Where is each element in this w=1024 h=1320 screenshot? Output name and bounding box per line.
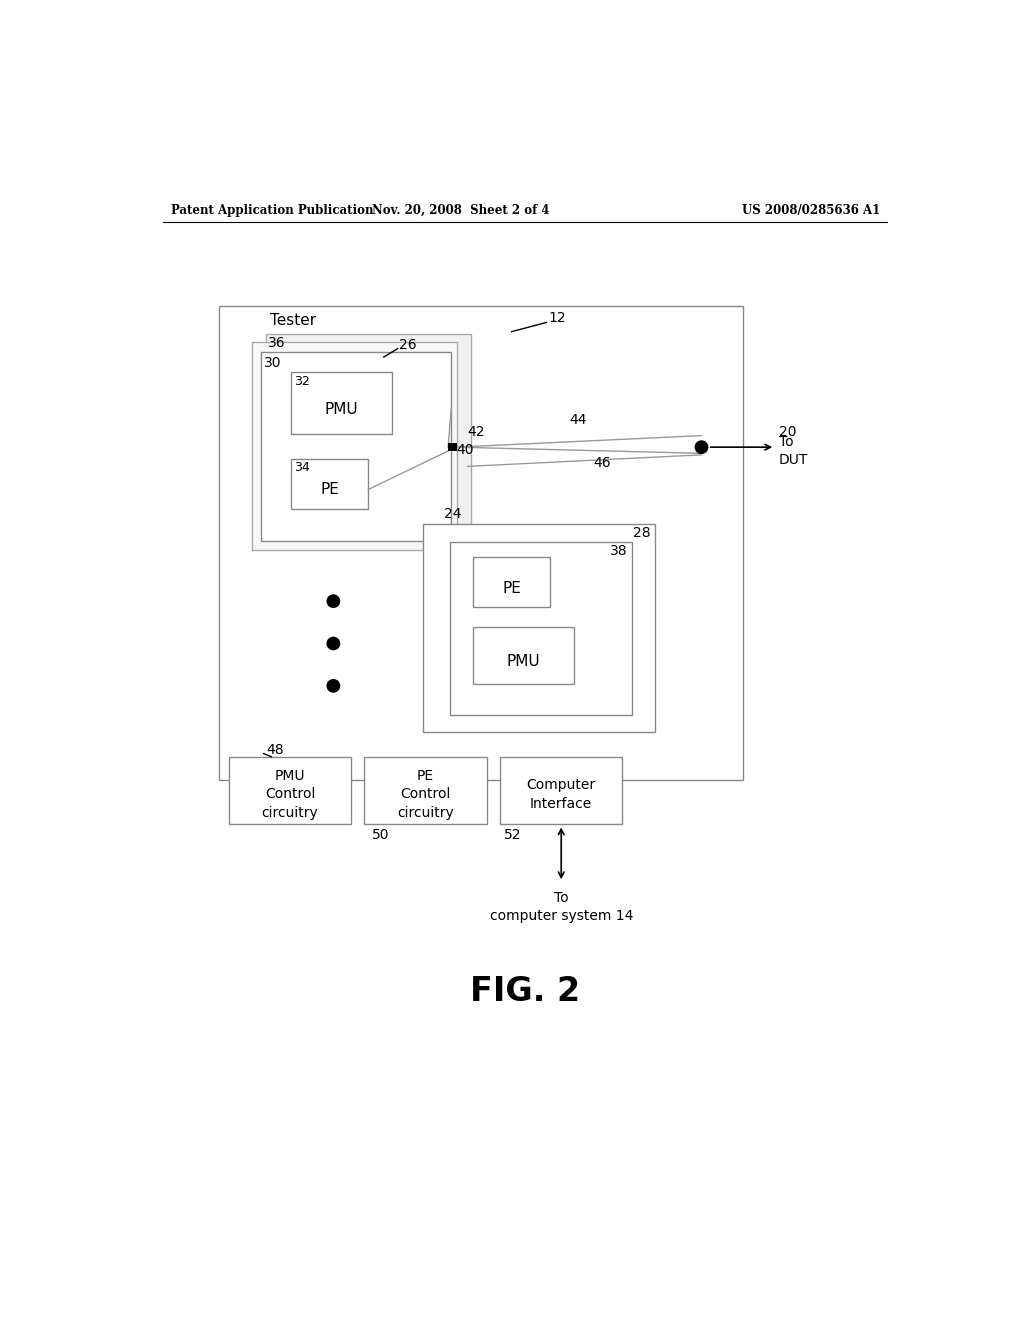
Bar (252, 342, 458, 549)
Text: 12: 12 (549, 310, 566, 325)
Text: 20: 20 (779, 425, 797, 438)
Circle shape (328, 638, 340, 649)
Text: PMU: PMU (507, 653, 540, 669)
Text: 24: 24 (444, 507, 462, 521)
Text: Nov. 20, 2008  Sheet 2 of 4: Nov. 20, 2008 Sheet 2 of 4 (373, 205, 550, 218)
Bar (423, 524, 655, 733)
Text: PE
Control
circuitry: PE Control circuitry (397, 770, 454, 820)
Text: 34: 34 (294, 462, 309, 474)
Bar (500, 756, 623, 825)
Text: PE: PE (321, 482, 339, 498)
Bar (219, 306, 742, 780)
Bar (266, 334, 471, 543)
Text: To
computer system 14: To computer system 14 (489, 891, 633, 923)
Bar (228, 756, 351, 825)
Circle shape (695, 441, 708, 453)
Text: Patent Application Publication: Patent Application Publication (171, 205, 373, 218)
Text: To
DUT: To DUT (779, 436, 808, 467)
Text: 28: 28 (634, 527, 651, 540)
Bar (473, 557, 550, 607)
Text: US 2008/0285636 A1: US 2008/0285636 A1 (741, 205, 880, 218)
Bar (261, 352, 452, 541)
Text: 30: 30 (264, 356, 282, 370)
Text: PMU
Control
circuitry: PMU Control circuitry (261, 770, 318, 820)
Text: 38: 38 (610, 544, 628, 558)
Text: FIG. 2: FIG. 2 (470, 974, 580, 1007)
Text: 36: 36 (268, 337, 286, 350)
Text: Tester: Tester (270, 313, 316, 327)
Text: 46: 46 (593, 455, 610, 470)
Text: PE: PE (502, 581, 521, 595)
Circle shape (328, 595, 340, 607)
Text: 52: 52 (504, 828, 521, 842)
Bar (449, 442, 457, 451)
Text: PMU: PMU (325, 401, 358, 417)
Text: Computer
Interface: Computer Interface (526, 779, 596, 810)
Bar (473, 627, 573, 684)
Text: 42: 42 (467, 425, 485, 438)
Text: 40: 40 (457, 444, 474, 457)
Text: 50: 50 (372, 828, 389, 842)
Text: 44: 44 (569, 413, 587, 428)
Circle shape (328, 680, 340, 692)
Text: 26: 26 (399, 338, 417, 351)
Text: 32: 32 (294, 375, 309, 388)
Bar (291, 372, 391, 434)
Bar (365, 756, 486, 825)
Bar (291, 459, 369, 508)
Bar (450, 543, 632, 715)
Text: 48: 48 (266, 743, 284, 756)
